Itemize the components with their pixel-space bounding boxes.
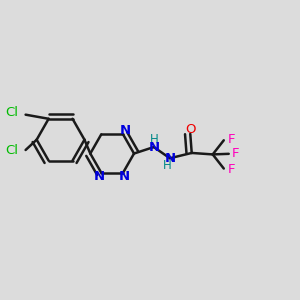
Text: N: N: [164, 152, 175, 165]
Text: F: F: [227, 133, 235, 146]
Text: O: O: [185, 123, 196, 136]
Text: N: N: [148, 141, 159, 154]
Text: F: F: [227, 163, 235, 176]
Text: Cl: Cl: [5, 106, 18, 119]
Text: N: N: [120, 124, 131, 137]
Text: F: F: [232, 147, 240, 160]
Text: Cl: Cl: [5, 144, 18, 158]
Text: H: H: [163, 159, 172, 172]
Text: N: N: [93, 170, 104, 183]
Text: H: H: [149, 133, 158, 146]
Text: N: N: [119, 170, 130, 183]
